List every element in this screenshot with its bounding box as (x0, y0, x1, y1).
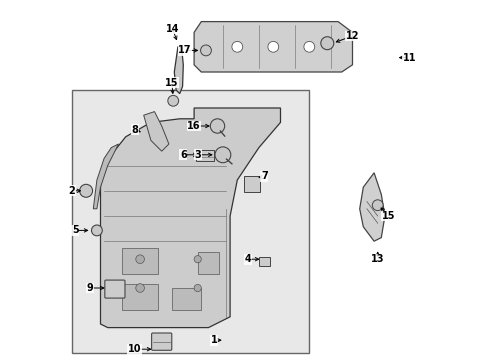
Bar (197, 252, 219, 274)
Text: 2: 2 (68, 186, 75, 196)
Text: 15: 15 (381, 211, 394, 221)
Text: 9: 9 (86, 283, 93, 293)
FancyBboxPatch shape (104, 280, 125, 298)
Text: 11: 11 (402, 53, 415, 63)
Circle shape (167, 95, 178, 106)
Text: 15: 15 (164, 78, 178, 88)
Circle shape (303, 41, 314, 52)
Bar (122, 248, 158, 274)
Circle shape (215, 147, 230, 163)
Circle shape (231, 41, 242, 52)
Circle shape (194, 256, 201, 263)
Circle shape (371, 200, 382, 211)
Bar (244, 176, 259, 192)
Circle shape (91, 225, 102, 236)
Circle shape (320, 37, 333, 50)
Polygon shape (174, 47, 183, 94)
Polygon shape (101, 108, 280, 328)
Circle shape (267, 41, 278, 52)
Polygon shape (143, 112, 168, 151)
Text: 8: 8 (131, 125, 138, 135)
Circle shape (136, 255, 144, 264)
Text: 10: 10 (128, 344, 141, 354)
Text: 6: 6 (180, 150, 186, 160)
Bar (122, 284, 158, 310)
Bar (258, 257, 269, 266)
Text: 12: 12 (345, 31, 359, 41)
FancyBboxPatch shape (151, 333, 171, 350)
Circle shape (194, 284, 201, 292)
Text: 13: 13 (370, 254, 384, 264)
Polygon shape (359, 173, 384, 241)
Text: 3: 3 (194, 150, 201, 160)
Circle shape (210, 119, 224, 133)
Bar (172, 288, 201, 310)
Text: 14: 14 (165, 24, 179, 34)
Circle shape (80, 184, 92, 197)
Circle shape (136, 284, 144, 292)
Polygon shape (194, 22, 352, 72)
Text: 1: 1 (210, 335, 217, 345)
Bar (196, 150, 213, 161)
Text: 16: 16 (187, 121, 201, 131)
Bar (72, 90, 309, 353)
Circle shape (200, 45, 211, 56)
Text: 7: 7 (261, 171, 267, 181)
Text: 17: 17 (178, 45, 191, 55)
Text: 4: 4 (244, 254, 251, 264)
Text: 5: 5 (72, 225, 79, 235)
Polygon shape (93, 144, 118, 209)
